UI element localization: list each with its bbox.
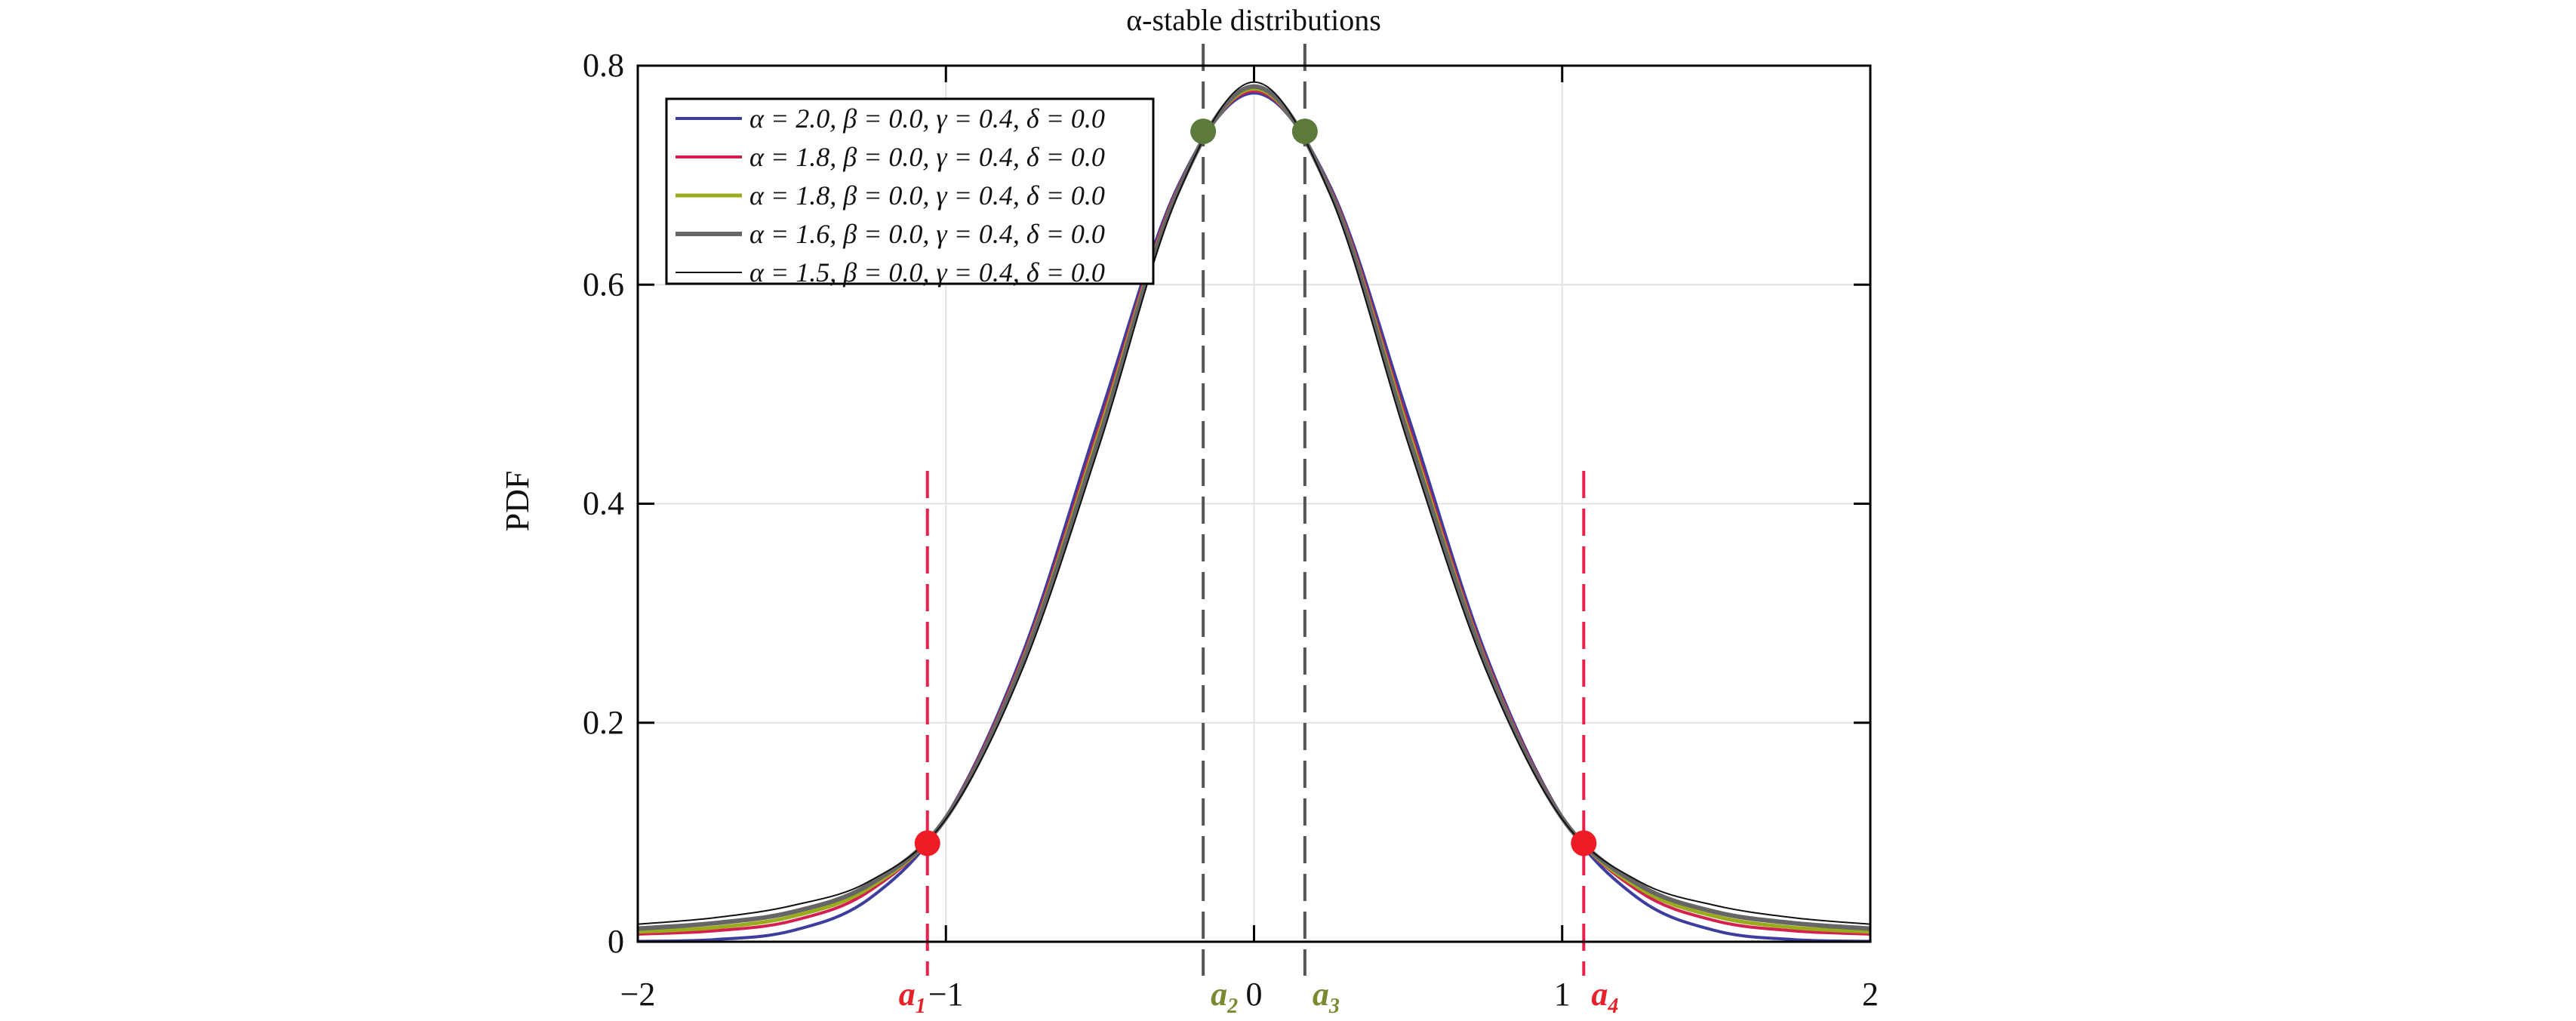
marker-point	[1190, 118, 1217, 145]
y-axis-label: PDF	[499, 471, 536, 532]
legend-entry: α = 1.8, β = 0.0, γ = 0.4, δ = 0.0	[749, 180, 1105, 211]
y-tick-label: 0.6	[583, 266, 624, 303]
marker-label: a3	[1313, 976, 1340, 1017]
marker-label: a4	[1591, 976, 1618, 1017]
marker-point	[914, 830, 940, 856]
legend-entry: α = 1.5, β = 0.0, γ = 0.4, δ = 0.0	[749, 257, 1105, 288]
series-line	[637, 89, 1871, 936]
marker-point	[1291, 118, 1318, 145]
x-tick-label: 0	[1246, 976, 1263, 1013]
marker-label: a2	[1211, 976, 1238, 1017]
marker-lines	[925, 43, 1586, 976]
x-tick-label: 2	[1862, 976, 1879, 1013]
marker-points: a1 a2 a3 a4	[899, 118, 1618, 1018]
y-tick-label: 0.4	[583, 485, 624, 522]
curves	[637, 81, 1871, 943]
series-line	[637, 84, 1871, 931]
y-tick-label: 0.2	[583, 704, 624, 741]
legend: α = 2.0, β = 0.0, γ = 0.4, δ = 0.0 α = 1.…	[665, 97, 1155, 288]
marker-point	[1571, 830, 1597, 856]
legend-entry: α = 1.6, β = 0.0, γ = 0.4, δ = 0.0	[749, 219, 1105, 249]
marker-label: a1	[899, 976, 926, 1017]
x-tick-label: −1	[928, 976, 964, 1013]
x-tick-label: −2	[620, 976, 656, 1013]
legend-entry: α = 2.0, β = 0.0, γ = 0.4, δ = 0.0	[749, 103, 1105, 134]
y-tick-label: 0.8	[583, 47, 624, 84]
series-line	[637, 91, 1871, 943]
chart-title: α-stable distributions	[1126, 3, 1381, 37]
x-tick-label: 1	[1554, 976, 1571, 1013]
y-tick-label: 0	[608, 923, 624, 960]
legend-entry: α = 1.8, β = 0.0, γ = 0.4, δ = 0.0	[749, 142, 1105, 172]
ticks: −2 −1 0 1 2 0 0.2 0.4 0.6 0.8	[583, 47, 1879, 1013]
legend-box	[665, 97, 1155, 285]
